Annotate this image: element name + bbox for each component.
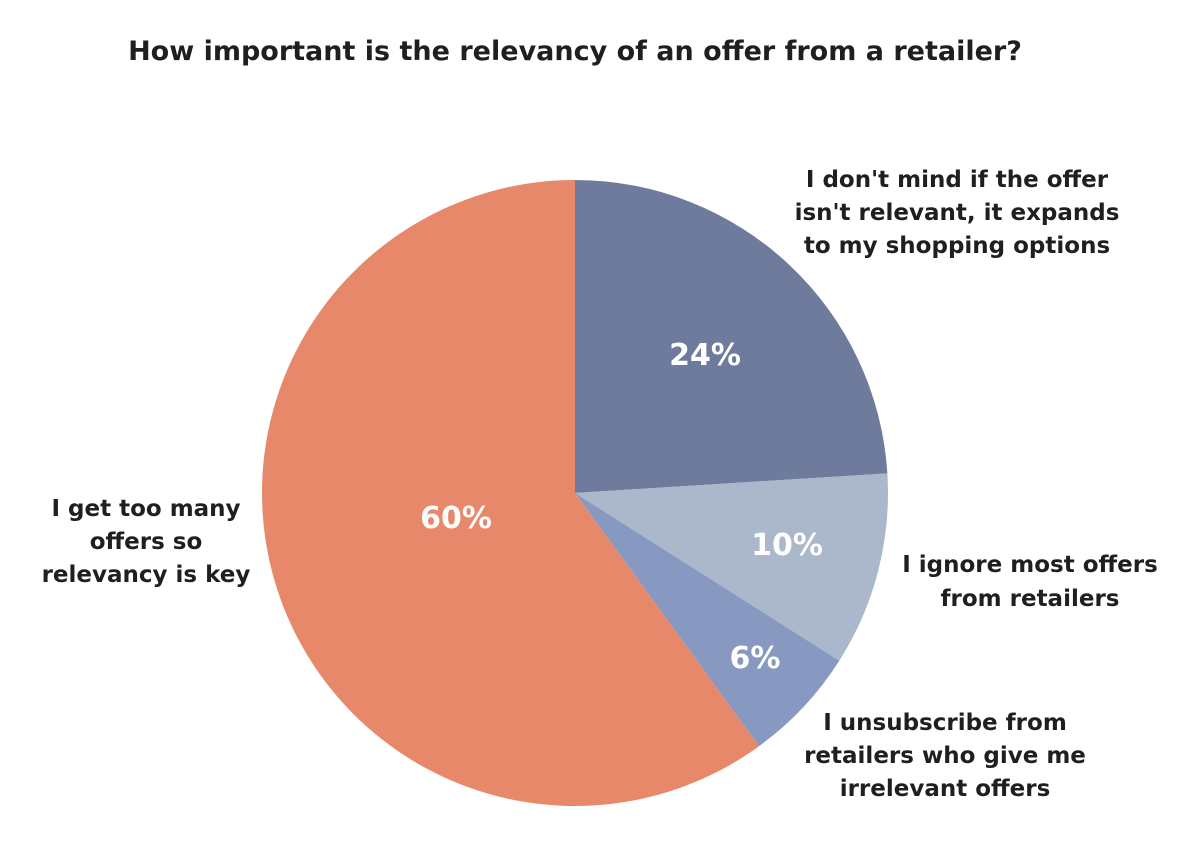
- pie-category-labels: I don't mind if the offer isn't relevant,…: [42, 167, 1158, 802]
- slice-value-label-1: 24%: [669, 338, 741, 373]
- slice-category-label-3: I unsubscribe from retailers who give me i…: [804, 710, 1086, 802]
- pie-slice-3: [575, 493, 840, 747]
- slice-category-label-2: I ignore most offers from retailers: [902, 552, 1158, 612]
- slice-value-label-3: 6%: [730, 641, 781, 676]
- pie-value-labels: 24% 10% 6% 60%: [420, 338, 823, 676]
- chart-title: How important is the relevancy of an off…: [128, 36, 1022, 67]
- pie-slice-2: [575, 473, 888, 661]
- pie-slice-4: [261, 180, 759, 807]
- pie-slice-1: [575, 180, 888, 493]
- pie-slices: [261, 180, 888, 807]
- slice-value-label-4: 60%: [420, 501, 492, 536]
- slice-value-label-2: 10%: [751, 528, 823, 563]
- slice-category-label-4: I get too many offers so relevancy is key: [42, 496, 251, 588]
- slice-category-label-1: I don't mind if the offer isn't relevant,…: [795, 167, 1120, 259]
